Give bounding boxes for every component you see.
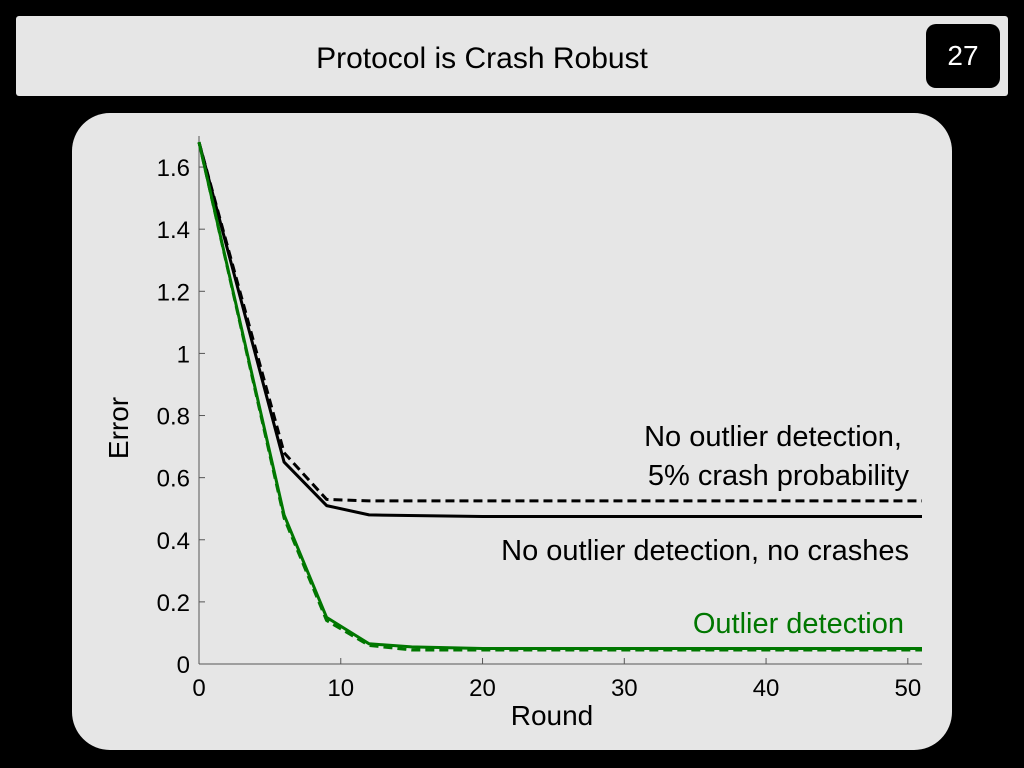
y-tick-label: 0 bbox=[177, 652, 190, 679]
y-tick-label: 1 bbox=[177, 341, 190, 368]
y-tick-label: 1.2 bbox=[157, 279, 190, 306]
x-tick-label: 0 bbox=[192, 675, 205, 702]
annotation-no-crashes: No outlier detection, no crashes bbox=[501, 535, 909, 567]
annotation-crash-line2: 5% crash probability bbox=[648, 460, 910, 492]
x-tick-label: 50 bbox=[894, 675, 921, 702]
chart-panel: 0 0.2 0.4 0.6 0.8 1 1.2 1.4 1.6 0 10 20 30 40 50 Round… bbox=[72, 113, 952, 750]
x-tick-label: 40 bbox=[753, 675, 780, 702]
annotation-outlier-detection: Outlier detection bbox=[693, 608, 904, 640]
x-axis-label: Round bbox=[511, 700, 594, 731]
x-tick-label: 20 bbox=[469, 675, 496, 702]
y-tick-label: 0.6 bbox=[157, 466, 190, 493]
y-tick-label: 1.4 bbox=[157, 217, 190, 244]
series-layer bbox=[197, 141, 922, 652]
axes: 0 0.2 0.4 0.6 0.8 1 1.2 1.4 1.6 0 10 20 30 40 50 bbox=[157, 136, 922, 702]
y-tick-label: 0.4 bbox=[157, 528, 190, 555]
series-line-3 bbox=[197, 141, 922, 652]
series-line-1 bbox=[197, 141, 922, 503]
series-line-0 bbox=[197, 141, 922, 518]
slide-title: Protocol is Crash Robust bbox=[316, 42, 648, 75]
x-tick-label: 10 bbox=[327, 675, 354, 702]
annotation-crash-line1: No outlier detection, bbox=[644, 421, 902, 453]
y-tick-label: 1.6 bbox=[157, 155, 190, 182]
x-tick-label: 30 bbox=[611, 675, 638, 702]
line-chart: 0 0.2 0.4 0.6 0.8 1 1.2 1.4 1.6 0 10 20 30 40 50 Round… bbox=[103, 136, 922, 731]
series-line-2 bbox=[197, 141, 922, 650]
y-axis-label: Error bbox=[103, 397, 134, 459]
y-tick-label: 0.2 bbox=[157, 590, 190, 617]
title-bar: Protocol is Crash Robust 27 bbox=[16, 16, 1008, 96]
slide-number: 27 bbox=[926, 24, 1000, 88]
y-tick-label: 0.8 bbox=[157, 404, 190, 431]
